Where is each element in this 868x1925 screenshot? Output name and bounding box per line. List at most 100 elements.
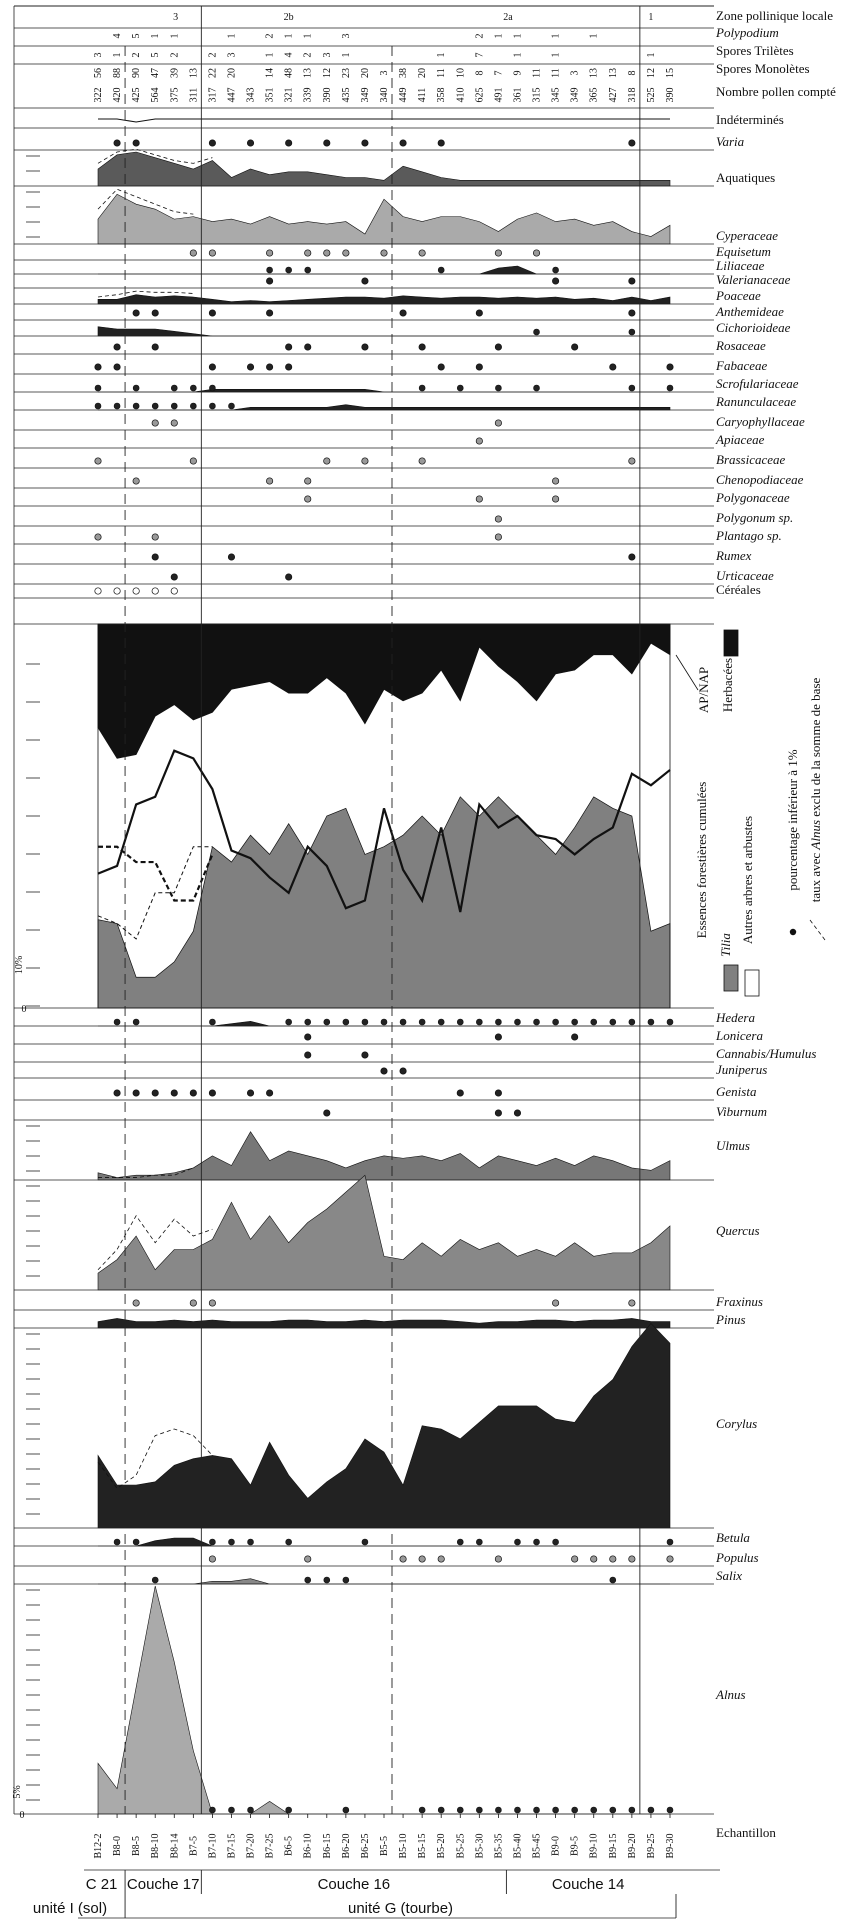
header-value: 1	[512, 34, 523, 39]
dot-top-11	[628, 384, 636, 392]
dot-top-3	[418, 249, 426, 257]
taxon-label-bot-14: Alnus	[715, 1687, 746, 1702]
alnus-tick-5: 5%	[12, 1785, 23, 1798]
dot-top-0	[628, 139, 636, 147]
dot-bot-2	[304, 1051, 312, 1059]
header-value: 2	[169, 53, 180, 58]
taxon-label-bot-2: Cannabis/Humulus	[716, 1046, 816, 1061]
dot-bot-8	[132, 1299, 140, 1307]
header-value: 390	[322, 88, 333, 103]
dot-bot-4	[246, 1089, 255, 1097]
sample-label: B5-30	[474, 1834, 485, 1859]
legend-tilia: Tilia	[718, 933, 733, 957]
taxon-label-20: Rumex	[715, 548, 752, 563]
header-value: 20	[360, 68, 371, 78]
dot-top-7	[132, 309, 140, 317]
dot-top-17	[552, 495, 560, 503]
sample-label: B5-35	[493, 1834, 504, 1859]
dot-top-7	[208, 309, 216, 317]
header-value: 12	[646, 68, 657, 78]
dot-top-12	[228, 402, 235, 410]
dot-top-7	[628, 309, 636, 317]
zone-label-2b: 2b	[284, 12, 294, 23]
header-value: 1	[436, 53, 447, 58]
dot-top-4	[437, 266, 445, 274]
legend-autres-arbres: Autres arbres et arbustes	[740, 816, 755, 944]
dash-bot-7	[97, 1215, 213, 1271]
dot-top-9	[361, 343, 369, 351]
sample-label: B9-10	[589, 1834, 600, 1859]
dash-top-2	[97, 188, 194, 215]
header-value: 1	[646, 53, 657, 58]
dot-top-8	[533, 328, 540, 336]
sample-label: B6-25	[360, 1834, 371, 1859]
dot-top-3	[323, 249, 331, 257]
dot-bot-13	[342, 1576, 350, 1584]
header-value: 564	[150, 88, 161, 103]
sample-label: B12-2	[93, 1834, 104, 1859]
couche-3: Couche 14	[552, 1876, 625, 1893]
dot-bot-14	[628, 1806, 636, 1814]
header-value: 420	[112, 88, 123, 103]
dot-top-0	[323, 139, 331, 147]
header-label-2: Spores Monolètes	[716, 61, 810, 76]
dot-bot-11	[666, 1538, 674, 1546]
taxon-label-bot-7: Quercus	[716, 1223, 760, 1238]
header-value: 8	[627, 71, 638, 76]
dot-top-11	[94, 384, 102, 392]
dot-bot-0	[590, 1018, 598, 1026]
dot-bot-4	[113, 1089, 121, 1097]
taxon-label-19: Plantago sp.	[715, 528, 782, 543]
header-value: 1	[226, 34, 237, 39]
dot-bot-0	[113, 1018, 121, 1026]
area-bot-13	[98, 1578, 670, 1585]
dot-top-20	[151, 553, 159, 561]
dot-bot-14	[552, 1806, 559, 1814]
taxon-label-21: Urticaceae	[716, 568, 774, 583]
dot-top-9	[571, 343, 579, 351]
herbacees-area	[97, 623, 671, 759]
dot-bot-0	[361, 1018, 369, 1026]
dot-top-7	[266, 309, 274, 317]
dot-top-11	[418, 384, 426, 392]
dot-top-16	[552, 477, 560, 485]
dot-bot-4	[189, 1089, 197, 1097]
dot-top-5	[361, 277, 369, 285]
dot-top-17	[304, 495, 312, 503]
header-value: 7	[474, 53, 485, 58]
sample-label: B9-0	[551, 1836, 562, 1856]
taxon-label-11: Scrofulariaceae	[716, 376, 799, 391]
zone-label-1: 1	[648, 12, 653, 23]
dot-top-3	[304, 249, 312, 257]
dot-bot-0	[418, 1018, 426, 1026]
dot-top-3	[189, 249, 197, 257]
dot-top-11	[132, 384, 140, 392]
dot-top-10	[475, 363, 483, 371]
header-value: 311	[188, 88, 199, 103]
label-cumulative: Essences forestières cumulées	[694, 782, 709, 939]
header-value: 425	[131, 88, 142, 103]
sample-label: B9-5	[570, 1836, 581, 1856]
dot-bot-14	[285, 1806, 292, 1814]
taxon-label-14: Apiaceae	[715, 432, 765, 447]
couche-2: Couche 16	[318, 1876, 391, 1893]
header-value: 5	[131, 34, 142, 39]
header-value: 625	[474, 88, 485, 103]
dot-top-21	[285, 573, 293, 581]
header-value: 10	[455, 68, 466, 78]
sample-label: B9-30	[665, 1834, 676, 1859]
dot-bot-13	[304, 1576, 312, 1584]
dot-top-10	[285, 363, 293, 371]
dot-top-12	[113, 402, 121, 410]
dot-top-4	[266, 266, 273, 274]
dot-bot-12	[666, 1555, 674, 1563]
header-value: 449	[398, 88, 409, 103]
dot-bot-0	[666, 1018, 674, 1026]
header-value: 339	[303, 88, 314, 103]
dot-top-3	[342, 249, 350, 257]
header-value: 3	[93, 53, 104, 58]
area-bot-10	[97, 1322, 671, 1529]
dot-top-15	[628, 457, 636, 465]
header-value: 1	[551, 34, 562, 39]
dot-bot-0	[533, 1018, 540, 1026]
